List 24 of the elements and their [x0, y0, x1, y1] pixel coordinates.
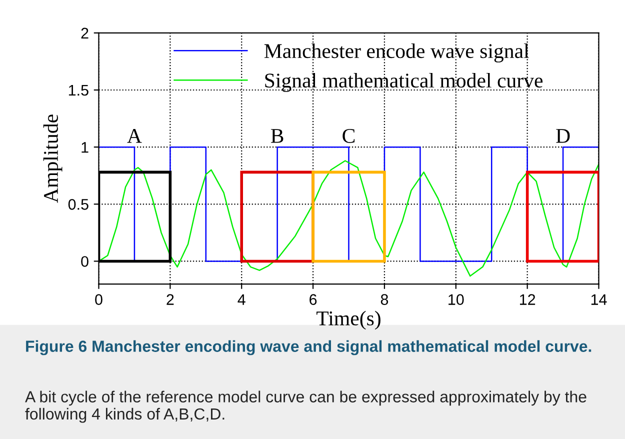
x-tick-label: 14 — [591, 294, 607, 305]
text: A bit cycle of the reference model curve can be expressed approximately by the following 4 kinds of A,B,C,D. — [25, 390, 586, 423]
y-tick-label: 1.5 — [68, 85, 88, 96]
x-tick-label: 12 — [520, 294, 536, 305]
y-tick-label: 0.5 — [68, 199, 88, 210]
x-tick-label: 2 — [166, 294, 174, 305]
x-tick-label: 0 — [95, 294, 102, 305]
data-label: A — [127, 128, 142, 143]
data-label: C — [342, 128, 355, 143]
y-tick-label: 1 — [82, 142, 88, 153]
y-tick-label: 0 — [81, 256, 88, 267]
x-axis-title: Time(s) — [316, 310, 380, 330]
x-tick-label: 4 — [238, 294, 246, 305]
x-tick-label: 6 — [310, 294, 317, 305]
y-tick-label: 2 — [81, 28, 88, 38]
y-axis-title: Amplitude — [43, 114, 62, 203]
legend-label: Signal mathematical model curve — [265, 72, 543, 92]
caption: Figure 6 Manchester encoding wave and signal mathematical model curve. — [26, 340, 592, 356]
x-tick-label: 8 — [380, 294, 388, 305]
legend-label: Manchester encode wave signal — [264, 43, 529, 62]
x-tick-label: 10 — [448, 294, 464, 305]
data-label: D — [556, 129, 570, 143]
line-series — [98, 160, 599, 277]
data-label: B — [270, 129, 284, 143]
